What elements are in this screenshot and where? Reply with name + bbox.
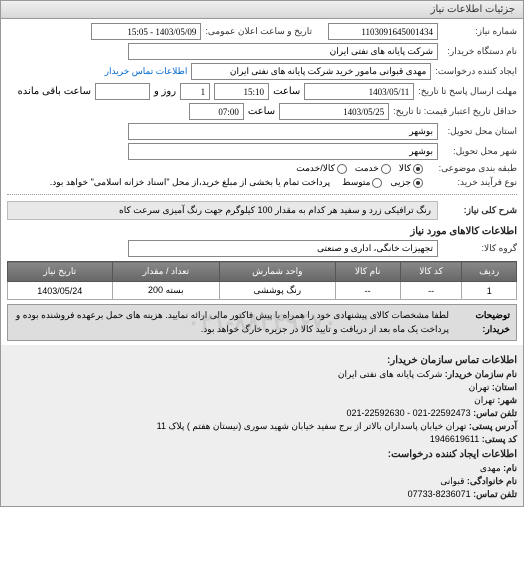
contact-req-phone: 8236071-07733 (408, 489, 471, 499)
panel-header: جزئیات اطلاعات نیاز (1, 1, 523, 19)
contact-address-label: آدرس پستی: (469, 421, 517, 431)
desc-title: شرح کلی نیاز: (442, 205, 517, 216)
col-name: نام کالا (335, 262, 400, 282)
subject-type-radios: کالا خدمت کالا/خدمت (296, 163, 423, 174)
countdown-input (95, 83, 150, 100)
contact-province-label: استان: (492, 382, 517, 392)
col-unit: واحد شمارش (220, 262, 335, 282)
province-label: استان محل تحویل: (442, 126, 517, 137)
process-type-radios: جزیی متوسط (342, 177, 423, 188)
subject-type-label: طبقه بندی موضوعی: (427, 163, 517, 174)
buyer-notes-text: لطفا مشخصات کالای پیشنهادی خود را همراه … (14, 309, 449, 336)
contact-req-phone-label: تلفن تماس: (473, 489, 517, 499)
radio-goods-service[interactable] (337, 164, 347, 174)
buyer-org-input[interactable] (128, 43, 438, 60)
time-label-2: ساعت (248, 106, 275, 117)
col-row: ردیف (462, 262, 517, 282)
col-code: کد کالا (400, 262, 462, 282)
response-deadline-date[interactable] (304, 83, 414, 100)
group-input[interactable] (128, 240, 438, 257)
radio-medium[interactable] (372, 178, 382, 188)
days-label: روز و (154, 86, 176, 97)
days-input[interactable] (180, 83, 210, 100)
process-note: پرداخت تمام یا بخشی از مبلغ خرید،از محل … (50, 177, 330, 188)
contact-phone: 22592473-021 - 22592630-021 (347, 408, 471, 418)
col-qty: تعداد / مقدار (112, 262, 220, 282)
contact-province: تهران (469, 382, 490, 392)
contact-phone-label: تلفن تماس: (473, 408, 517, 418)
contact-fname-label: نام: (503, 463, 517, 473)
contact-section: اطلاعات تماس سازمان خریدار: نام سازمان خ… (1, 345, 523, 506)
price-validity-date[interactable] (279, 103, 389, 120)
requester-info-title: اطلاعات ایجاد کننده درخواست: (7, 449, 517, 460)
contact-org: شرکت پایانه های نفتی ایران (338, 369, 442, 379)
items-title: اطلاعات کالاهای مورد نیاز (7, 226, 517, 237)
contact-postal-label: کد پستی: (482, 434, 517, 444)
response-deadline-label: مهلت ارسال پاسخ تا تاریخ: (418, 86, 517, 97)
city-input[interactable] (128, 143, 438, 160)
group-label: گروه کالا: (442, 243, 517, 254)
price-validity-label: حداقل تاریخ اعتبار قیمت: تا تاریخ: (393, 106, 517, 117)
contact-lname-label: نام خانوادگی: (467, 476, 517, 486)
contact-org-label: نام سازمان خریدار: (445, 369, 517, 379)
process-type-label: نوع فرآیند خرید: (427, 177, 517, 188)
response-deadline-time[interactable] (214, 83, 269, 100)
contact-link[interactable]: اطلاعات تماس خریدار (105, 66, 188, 77)
announce-datetime-label: تاریخ و ساعت اعلان عمومی: (205, 26, 312, 37)
radio-goods[interactable] (413, 164, 423, 174)
radio-minor[interactable] (413, 178, 423, 188)
time-label-1: ساعت (273, 86, 300, 97)
request-number-input[interactable] (328, 23, 438, 40)
contact-title: اطلاعات تماس سازمان خریدار: (7, 355, 517, 366)
buyer-notes-box: توضیحات خریدار: لطفا مشخصات کالای پیشنها… (7, 304, 517, 341)
contact-address: تهران خیابان پاسداران بالاتر از برج سفید… (157, 421, 467, 431)
desc-text: رنگ ترافیکی زرد و سفید هر کدام به مقدار … (7, 201, 438, 220)
contact-city: تهران (474, 395, 495, 405)
panel-title: جزئیات اطلاعات نیاز (431, 4, 515, 15)
items-table: ردیف کد کالا نام کالا واحد شمارش تعداد /… (7, 261, 517, 300)
table-row: 1 -- -- رنگ پوششی بسته 200 1403/05/24 (8, 282, 517, 300)
contact-city-label: شهر: (497, 395, 517, 405)
contact-lname: قبوانی (440, 476, 464, 486)
contact-postal: 1946619611 (430, 434, 479, 444)
col-date: تاریخ نیاز (8, 262, 113, 282)
province-input[interactable] (128, 123, 438, 140)
requester-label: ایجاد کننده درخواست: (435, 66, 517, 77)
buyer-notes-label: توضیحات خریدار: (455, 309, 510, 336)
requester-input[interactable] (191, 63, 431, 80)
remaining-label: ساعت باقی مانده (18, 86, 91, 97)
contact-fname: مهدی (480, 463, 501, 473)
announce-datetime-input[interactable] (91, 23, 201, 40)
buyer-org-label: نام دستگاه خریدار: (442, 46, 517, 57)
request-number-label: شماره نیاز: (442, 26, 517, 37)
radio-service[interactable] (381, 164, 391, 174)
price-validity-time[interactable] (189, 103, 244, 120)
city-label: شهر محل تحویل: (442, 146, 517, 157)
